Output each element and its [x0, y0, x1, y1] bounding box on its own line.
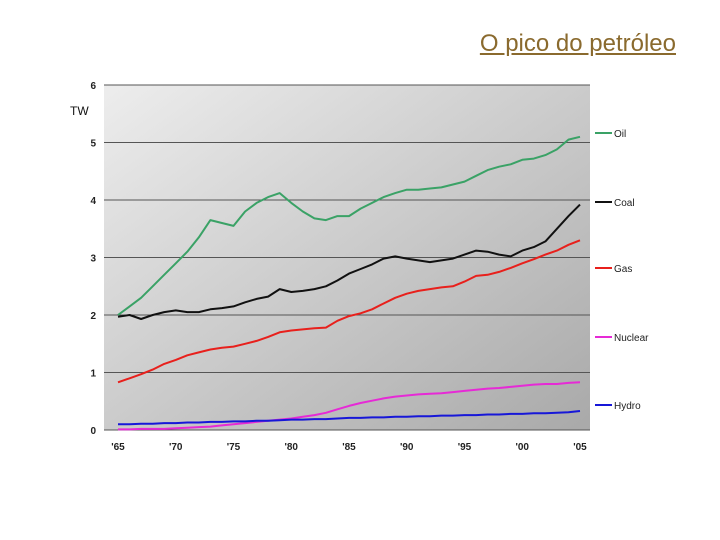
legend-label-coal: Coal: [614, 198, 635, 209]
x-tick-label: '65: [111, 442, 125, 453]
legend-label-gas: Gas: [614, 264, 632, 275]
x-tick-label: '75: [227, 442, 241, 453]
x-tick-label: '05: [573, 442, 587, 453]
legend-label-nuclear: Nuclear: [614, 333, 649, 344]
series-line-nuclear: [118, 381, 581, 431]
x-tick-label: '85: [342, 442, 356, 453]
series-line-coal: [117, 203, 581, 320]
y-tick-label: 6: [90, 81, 96, 92]
x-tick-label: '80: [284, 442, 298, 453]
y-tick-label: 5: [90, 139, 96, 150]
x-tick-label: '90: [400, 442, 414, 453]
y-axis-unit: TW: [70, 104, 89, 118]
legend-label-hydro: Hydro: [614, 401, 641, 412]
x-tick-label: '95: [458, 442, 472, 453]
series-line-oil: [117, 135, 581, 316]
y-tick-label: 1: [90, 369, 96, 380]
y-tick-label: 3: [90, 254, 96, 265]
y-tick-label: 4: [90, 196, 96, 207]
x-tick-label: '70: [169, 442, 183, 453]
x-tick-label: '00: [515, 442, 529, 453]
y-tick-label: 0: [90, 426, 96, 437]
series-line-hydro: [118, 410, 581, 426]
slide-title: O pico do petróleo: [479, 30, 676, 57]
legend-label-oil: Oil: [614, 129, 626, 140]
series-line-gas: [117, 239, 581, 384]
y-tick-label: 2: [90, 311, 96, 322]
